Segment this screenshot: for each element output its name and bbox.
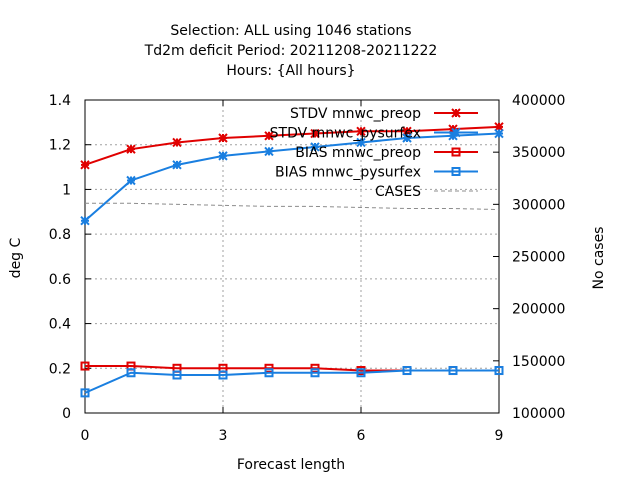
x-tick-label: 9 [495, 428, 504, 444]
y-axis-label: deg C [8, 237, 24, 278]
data-point [310, 142, 320, 152]
legend-label: STDV mnwc_pysurfex [270, 126, 421, 142]
legend-marker [451, 167, 461, 176]
title-line: Hours: {All hours} [226, 63, 355, 79]
series-cases [85, 202, 500, 211]
y2-tick-label: 100000 [512, 406, 565, 422]
series-line [84, 132, 500, 222]
data-point [80, 361, 90, 371]
y2-tick-label: 200000 [512, 302, 565, 318]
data-point [494, 122, 504, 132]
data-point [264, 131, 274, 141]
y-tick-label: 1.4 [49, 93, 71, 109]
legend-label: STDV mnwc_preop [290, 106, 421, 122]
chart-title: Selection: ALL using 1046 stations Td2m d… [144, 23, 438, 79]
data-point [126, 175, 136, 186]
series-line [84, 125, 500, 166]
y2-tick-label: 350000 [512, 145, 565, 161]
data-point [264, 368, 274, 378]
y-tick-label: 0.2 [49, 361, 71, 377]
data-point [80, 160, 90, 170]
data-point [310, 368, 320, 378]
data-point [402, 133, 412, 143]
legend-marker [451, 108, 461, 118]
y2-tick-label: 400000 [512, 93, 565, 109]
data-point [494, 366, 504, 376]
series-line [84, 369, 499, 394]
x-tick-label: 6 [357, 428, 366, 444]
series-line [85, 202, 500, 211]
series-stdv-mnwc-pysurfex [80, 128, 504, 226]
data-point [494, 128, 504, 139]
y2-axis-label: No cases [591, 227, 607, 290]
legend: STDV mnwc_preop STDV mnwc_pysurfex BIAS mn… [270, 106, 478, 200]
series-bias-mnwc-pysurfex [80, 366, 504, 398]
y-tick-label: 0.4 [49, 317, 71, 333]
data-point [402, 126, 412, 137]
y2-tick-label: 300000 [512, 197, 565, 213]
data-point [172, 160, 182, 170]
series [80, 122, 504, 398]
y2-tick-label: 150000 [512, 354, 565, 370]
legend-marker [451, 127, 461, 138]
data-point [448, 366, 458, 376]
legend-marker [451, 147, 461, 157]
data-point [218, 370, 228, 380]
data-point [126, 144, 136, 154]
data-point [172, 370, 182, 380]
data-point [126, 368, 136, 378]
y2-tick-label: 250000 [512, 250, 565, 266]
data-point [356, 137, 366, 148]
y-tick-label: 0 [62, 406, 71, 422]
title-line: Selection: ALL using 1046 stations [170, 23, 411, 39]
data-point [80, 216, 90, 226]
grid [85, 100, 499, 413]
legend-label: BIAS mnwc_pysurfex [275, 165, 421, 181]
axis-ticks: 0 3 6 9 0 0.2 0.4 0.6 0.8 1 1.2 1.4 100000 150000 2000… [49, 93, 566, 444]
x-axis-label: Forecast length [237, 457, 345, 473]
data-point [172, 137, 182, 148]
legend-label: CASES [375, 184, 421, 200]
data-point [310, 128, 320, 139]
series-stdv-mnwc-preop [80, 122, 504, 170]
x-tick-label: 3 [219, 428, 228, 444]
y-tick-label: 1.2 [49, 138, 71, 154]
y-tick-label: 1 [62, 182, 71, 198]
y-tick-label: 0.6 [49, 272, 71, 288]
data-point [218, 151, 228, 161]
data-point [80, 388, 90, 398]
data-point [356, 126, 366, 137]
data-point [264, 146, 274, 157]
y-tick-label: 0.8 [49, 227, 71, 243]
data-point [402, 366, 412, 376]
data-point [218, 133, 228, 143]
title-line: Td2m deficit Period: 20211208-20211222 [144, 43, 438, 59]
data-point [356, 368, 366, 378]
x-tick-label: 0 [81, 428, 90, 444]
legend-label: BIAS mnwc_preop [295, 145, 421, 161]
